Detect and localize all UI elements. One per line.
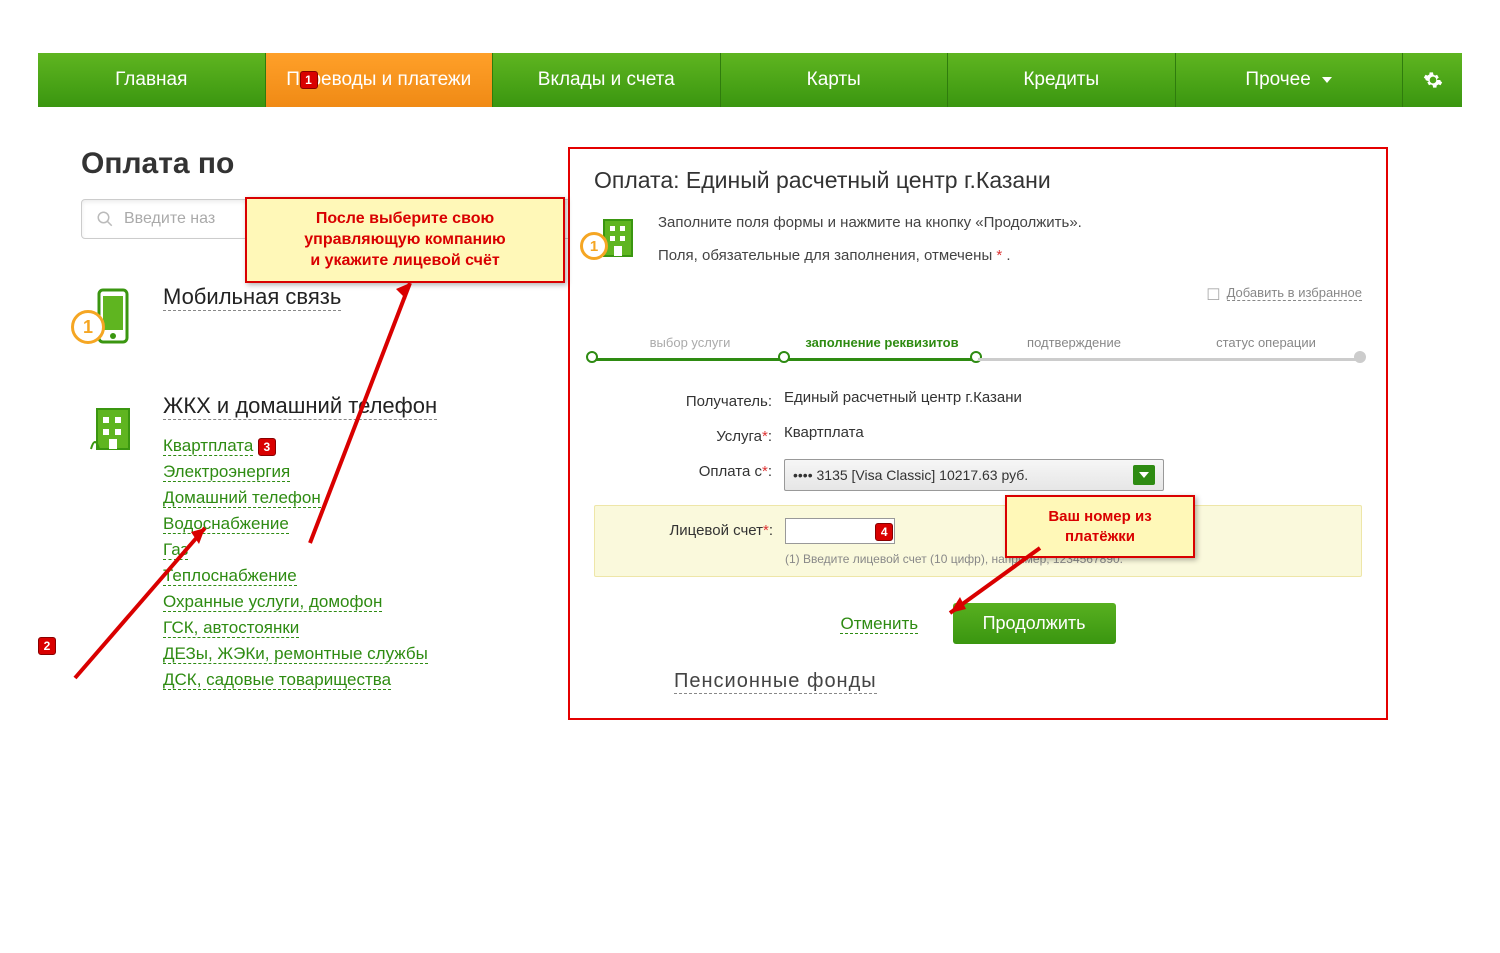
step-2-label: заполнение реквизитов [786, 335, 978, 350]
nav-more-label: Прочее [1245, 69, 1310, 90]
annotation-badge-2: 2 [38, 637, 56, 655]
annotation-badge-4: 4 [875, 523, 893, 541]
callout2-line1: Ваш номер из [1021, 507, 1179, 527]
callout-1: После выберите свою управляющую компанию… [245, 197, 565, 283]
gear-icon [1423, 70, 1443, 90]
search-icon [96, 210, 114, 228]
card-select[interactable]: •••• 3135 [Visa Classic] 10217.63 руб. [784, 459, 1164, 491]
bookmark-icon: ☐ [1206, 287, 1220, 304]
step-3-label: подтверждение [978, 335, 1170, 350]
nav-deposits[interactable]: Вклады и счета [492, 53, 720, 107]
panel-instruction-2a: Поля, обязательные для заполнения, отмеч… [658, 247, 996, 264]
link-electricity[interactable]: Электроэнергия [163, 462, 290, 482]
recipient-value: Единый расчетный центр г.Казани [784, 389, 1362, 406]
card-select-value: •••• 3135 [Visa Classic] 10217.63 руб. [793, 467, 1028, 483]
service-value: Квартплата [784, 424, 1362, 441]
nav-settings[interactable] [1402, 53, 1462, 107]
step-circle-1: 1 [71, 310, 105, 344]
payment-panel: Оплата: Единый расчетный центр г.Казани … [568, 147, 1388, 720]
annotation-badge-3: 3 [258, 438, 276, 456]
payfrom-label: Оплата с [699, 463, 762, 480]
select-caret-icon [1133, 465, 1155, 485]
panel-instruction-1: Заполните поля формы и нажмите на кнопку… [658, 212, 1082, 235]
step-1-label: выбор услуги [594, 335, 786, 350]
nav-more[interactable]: Прочее [1175, 53, 1403, 107]
annotation-badge-1: 1 [300, 71, 318, 89]
callout1-line3: и укажите лицевой счёт [261, 251, 549, 272]
cancel-link[interactable]: Отменить [840, 614, 918, 634]
nav-home[interactable]: Главная [38, 53, 265, 107]
main-nav: Главная Переводы и платежи 1 Вклады и сч… [38, 53, 1462, 107]
service-label: Услуга [716, 428, 762, 445]
recipient-label: Получатель: [594, 389, 784, 410]
progress-stepper: выбор услуги заполнение реквизитов подтв… [594, 335, 1362, 361]
add-favorite-link[interactable]: Добавить в избранное [1227, 285, 1362, 301]
step-circle-panel: 1 [580, 232, 608, 260]
nav-payments[interactable]: Переводы и платежи 1 [265, 53, 493, 107]
building-icon [81, 393, 145, 457]
callout1-line1: После выберите свою [261, 209, 549, 230]
arrow-2 [290, 273, 450, 558]
arrow-3 [940, 543, 1060, 628]
step-4-label: статус операции [1170, 335, 1362, 350]
panel-instruction-2b: . [1002, 247, 1010, 264]
callout1-line2: управляющую компанию [261, 230, 549, 251]
chevron-down-icon [1322, 77, 1332, 83]
nav-credits[interactable]: Кредиты [947, 53, 1175, 107]
pension-funds-link[interactable]: Пенсионные фонды [674, 670, 877, 694]
panel-title: Оплата: Единый расчетный центр г.Казани [594, 167, 1362, 194]
link-kvartplata[interactable]: Квартплата [163, 436, 253, 456]
arrow-1 [65, 508, 265, 693]
search-placeholder: Введите наз [124, 210, 215, 228]
nav-cards[interactable]: Карты [720, 53, 948, 107]
account-label: Лицевой счет [669, 522, 763, 539]
page-title: Оплата по [81, 147, 601, 181]
